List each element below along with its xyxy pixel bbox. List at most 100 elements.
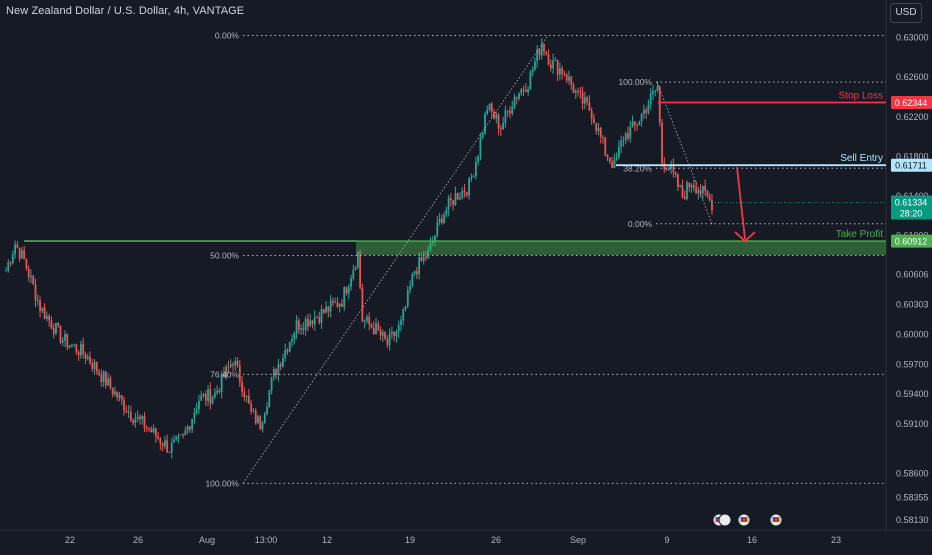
candle xyxy=(468,176,470,200)
symbol-title: New Zealand Dollar / U.S. Dollar, 4h, VA… xyxy=(6,5,245,17)
candle-body xyxy=(395,331,398,337)
candle-body xyxy=(193,412,196,419)
fib-level-label: 38.20% xyxy=(623,163,652,173)
candle-body xyxy=(686,182,688,199)
candle-body xyxy=(366,316,368,321)
candle xyxy=(250,400,253,415)
candle-body xyxy=(166,440,169,453)
candle xyxy=(647,99,650,115)
candle-body xyxy=(89,356,91,364)
candle xyxy=(136,410,139,422)
candle-body xyxy=(393,331,396,337)
candle xyxy=(236,357,239,368)
candle xyxy=(157,431,159,441)
candle-body xyxy=(139,416,141,420)
candle-body xyxy=(411,274,414,287)
candle xyxy=(57,322,60,328)
candle-body xyxy=(291,339,293,342)
candle xyxy=(129,405,132,423)
take-profit-zone xyxy=(356,241,886,256)
candle-body xyxy=(667,168,670,171)
candle-body xyxy=(48,315,51,321)
candle xyxy=(704,179,707,197)
candle xyxy=(277,358,280,382)
time-tick-label: 12 xyxy=(322,535,332,545)
candle xyxy=(463,184,466,198)
candle xyxy=(66,333,69,351)
candle-body xyxy=(27,268,30,278)
candle xyxy=(61,337,64,347)
candle xyxy=(286,348,289,355)
candle xyxy=(50,316,53,330)
candle-body xyxy=(583,97,586,104)
price-tick-label: 0.62200 xyxy=(896,112,929,122)
candle-body xyxy=(552,60,554,69)
flag-icon xyxy=(737,513,751,527)
candle xyxy=(706,189,709,199)
candle xyxy=(252,407,255,413)
candle xyxy=(363,319,366,329)
candle-body xyxy=(218,390,221,393)
candle-body xyxy=(107,378,110,386)
candle xyxy=(184,426,187,436)
candle xyxy=(606,153,609,162)
candle-body xyxy=(642,109,645,114)
candle-body xyxy=(52,328,55,334)
candle-body xyxy=(84,353,87,359)
candle xyxy=(425,251,427,261)
candle xyxy=(409,280,411,294)
candle-body xyxy=(279,364,282,367)
candle-body xyxy=(490,103,493,112)
price-tick-label: 0.60303 xyxy=(896,300,929,310)
candle-body xyxy=(665,169,668,171)
fib-retracement-1: 0.00% 50.00% 76.40% 100.00% xyxy=(205,31,886,488)
candle-body xyxy=(98,371,100,375)
candle-body xyxy=(145,427,148,429)
candle xyxy=(229,359,232,369)
candle-body xyxy=(434,235,436,241)
candle-body xyxy=(95,362,98,372)
candle xyxy=(36,294,39,306)
candle-body xyxy=(595,123,598,131)
candle xyxy=(486,105,489,116)
candle xyxy=(377,320,380,331)
candle xyxy=(325,301,327,314)
candle-body xyxy=(440,218,443,223)
candle-body xyxy=(316,317,318,319)
candle xyxy=(649,88,652,110)
candle-body xyxy=(640,113,643,122)
sell-entry-price-badge: 0.61711 xyxy=(891,158,932,172)
candle xyxy=(123,396,125,416)
candle-body xyxy=(531,69,534,72)
candle xyxy=(381,329,384,343)
candle xyxy=(565,73,568,84)
time-tick-label: Sep xyxy=(570,535,586,545)
candle-body xyxy=(415,271,418,275)
candle xyxy=(690,183,693,193)
candle-body xyxy=(522,89,525,91)
currency-button[interactable]: USD xyxy=(890,3,922,23)
candle-body xyxy=(338,303,341,307)
candle xyxy=(320,304,323,330)
candle-body xyxy=(704,185,707,191)
candle-body xyxy=(75,344,78,353)
candle xyxy=(688,182,691,193)
candle-body xyxy=(409,286,411,290)
current-price-badge-bg xyxy=(891,195,932,220)
candle xyxy=(642,104,645,119)
candle-body xyxy=(123,399,125,411)
candle xyxy=(200,390,203,401)
candle-body xyxy=(631,121,634,128)
price-tick-label: 0.59100 xyxy=(896,419,929,429)
candle-body xyxy=(254,410,257,424)
candle-body xyxy=(213,392,216,398)
candle xyxy=(341,299,343,307)
candle-body xyxy=(540,43,543,56)
candle xyxy=(443,211,446,225)
candle-body xyxy=(318,317,321,323)
candle xyxy=(272,366,275,381)
candle-body xyxy=(527,89,529,93)
candle-body xyxy=(511,107,514,114)
